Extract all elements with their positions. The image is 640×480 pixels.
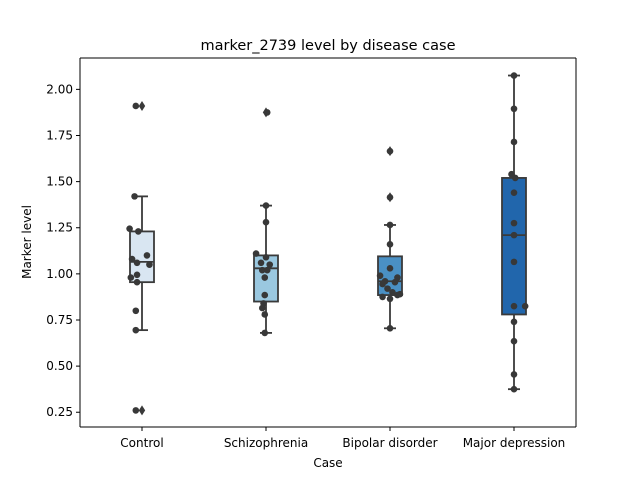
data-point [133,259,141,267]
y-tick-label: 0.25 [46,405,73,419]
data-point [510,302,518,310]
data-point [510,219,518,227]
data-point [510,258,518,266]
data-point [252,250,260,257]
data-point [386,265,394,272]
data-point [261,291,269,299]
y-tick-label: 2.00 [46,82,73,96]
data-point [510,189,518,196]
data-point [510,337,518,345]
data-point [132,307,140,315]
data-point [133,271,141,279]
data-point [126,225,133,232]
data-point [132,102,140,110]
data-point [376,272,384,280]
data-point [510,138,518,146]
data-point [263,109,271,116]
data-point [510,72,518,79]
x-tick-label: Control [120,436,163,450]
data-point [386,221,394,229]
outlier-marker [138,405,146,416]
data-point [132,407,140,414]
data-point [128,255,136,263]
data-point [257,259,265,267]
plot-area [80,58,576,427]
data-point [386,241,394,248]
data-point [521,302,529,310]
data-point [379,293,386,301]
data-point [386,193,394,201]
data-point [261,274,269,281]
data-point [262,202,270,209]
data-point [384,285,391,292]
data-point [389,289,396,296]
y-axis-label: Marker level [20,205,34,279]
box-3 [501,177,527,316]
x-tick-label: Bipolar disorder [342,436,437,450]
x-axis-label: Case [313,456,342,470]
data-point [379,280,386,288]
x-tick-label: Major depression [463,436,566,450]
outlier-marker [138,100,146,111]
data-point [510,231,518,239]
data-point [510,318,518,326]
data-point [511,174,519,182]
data-point [266,261,274,268]
data-point [132,326,140,334]
data-point [146,261,153,268]
data-point [258,304,266,312]
y-tick-label: 1.75 [46,128,73,142]
data-point [261,311,269,318]
data-point [262,218,270,226]
data-point [127,274,135,281]
y-tick-label: 1.25 [46,221,73,235]
data-point [386,147,394,155]
data-point [510,385,518,393]
data-point [386,295,394,303]
y-tick-label: 1.00 [46,267,73,281]
y-tick-label: 0.50 [46,359,73,373]
data-point [510,105,518,113]
x-tick-label: Schizophrenia [224,436,308,450]
data-point [386,324,394,332]
data-point [261,329,269,337]
data-point [143,252,151,259]
data-point [263,266,271,274]
data-point [262,253,270,261]
chart-title: marker_2739 level by disease case [201,38,456,54]
data-point [391,278,399,286]
data-point [394,291,401,299]
data-point [134,228,142,235]
data-point [131,193,138,200]
y-tick-label: 0.75 [46,313,73,327]
y-tick-label: 1.50 [46,175,73,189]
data-point [258,266,266,274]
data-point [133,278,141,286]
data-point [510,371,518,378]
